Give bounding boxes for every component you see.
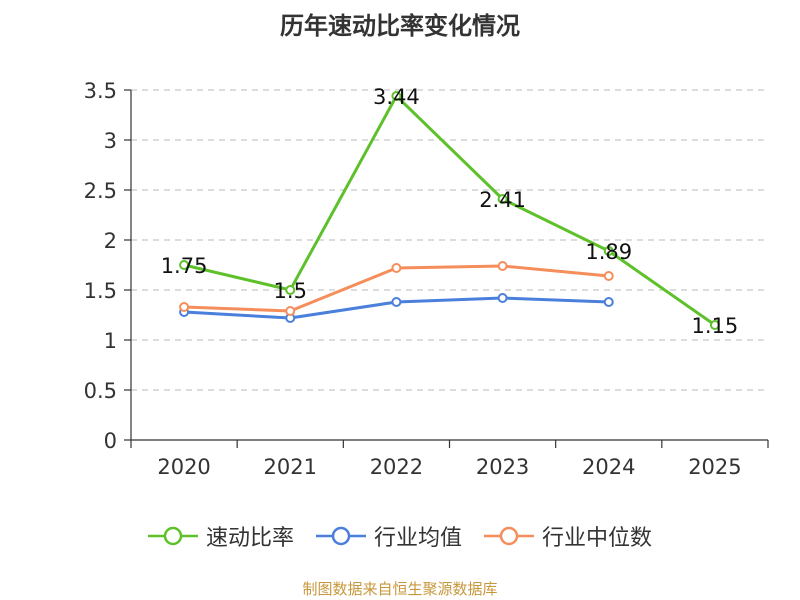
y-tick-label: 1.5 [84, 279, 117, 303]
data-label: 1.5 [274, 279, 307, 303]
series-group [179, 91, 720, 330]
y-tick-label: 3.5 [84, 79, 117, 103]
x-tick-label: 2024 [582, 455, 635, 479]
data-label: 2.41 [479, 188, 526, 212]
data-point [285, 285, 296, 295]
legend-label: 速动比率 [205, 526, 294, 551]
data-point [391, 91, 402, 101]
data-point [391, 297, 402, 307]
data-point [391, 263, 402, 273]
axes: 0 0.5 1 1.5 2 2.5 3 3.5 2020 2021 2022 2023 2024 2025 [84, 79, 769, 479]
legend-line-icon [315, 526, 366, 546]
data-point [709, 320, 720, 330]
legend-item-industry-median[interactable]: 行业中位数 [484, 520, 652, 552]
x-tick-label: 2023 [476, 455, 529, 479]
grid-lines [131, 89, 768, 391]
data-point [179, 260, 190, 270]
data-label: 1.15 [692, 314, 739, 338]
legend-item-industry-average[interactable]: 行业均值 [315, 520, 462, 552]
series-line-0 [183, 94, 716, 327]
data-point [497, 194, 508, 204]
data-label: 1.89 [585, 240, 632, 264]
x-tick-label: 2020 [157, 455, 210, 479]
chart-title: 历年速动比率变化情况 [280, 12, 520, 40]
y-tick-label: 1 [104, 329, 117, 353]
x-tick-label: 2021 [264, 455, 317, 479]
y-tick-label: 2.5 [84, 179, 117, 203]
data-point [603, 246, 614, 256]
legend-item-quick-ratio[interactable]: 速动比率 [147, 520, 294, 552]
legend-line-icon [484, 526, 534, 546]
y-tick-label: 3 [104, 129, 117, 153]
legend-label: 行业中位数 [542, 526, 653, 551]
y-tick-label: 0 [104, 429, 117, 453]
y-tick-label: 2 [104, 229, 117, 253]
data-label: 1.75 [161, 254, 208, 278]
data-point [603, 297, 614, 307]
source-note: 制图数据来自恒生聚源数据库 [302, 580, 498, 598]
data-point [497, 261, 508, 271]
data-point [497, 293, 508, 303]
data-point [285, 306, 296, 316]
y-tick-label: 0.5 [84, 379, 117, 403]
x-tick-label: 2025 [688, 455, 741, 479]
x-tick-label: 2022 [370, 455, 423, 479]
data-labels: 1.75 1.5 3.44 2.41 1.89 1.15 [161, 85, 739, 338]
data-label: 3.44 [373, 85, 420, 109]
legend-line-icon [147, 526, 198, 546]
legend: 速动比率 行业均值 行业中位数 [0, 520, 800, 552]
legend-label: 行业均值 [373, 526, 462, 551]
data-point [179, 302, 190, 312]
data-point [603, 271, 614, 281]
